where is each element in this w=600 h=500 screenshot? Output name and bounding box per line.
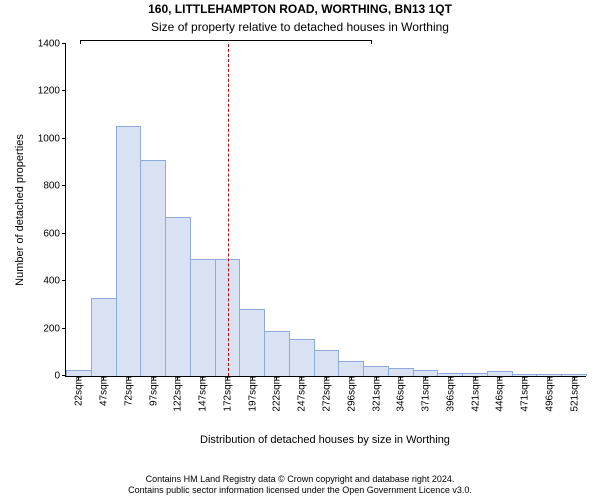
x-tick-mark <box>227 376 228 380</box>
x-tick-mark <box>549 376 550 380</box>
x-tick-label: 321sqm <box>369 376 382 412</box>
x-tick-label: 122sqm <box>171 376 184 412</box>
histogram-bar <box>165 217 191 376</box>
histogram-bar <box>314 350 340 376</box>
property-size-marker <box>228 44 229 376</box>
x-tick-mark <box>78 376 79 380</box>
y-tick-label: 200 <box>43 323 66 334</box>
x-tick-mark <box>252 376 253 380</box>
x-tick-label: 222sqm <box>270 376 283 412</box>
x-tick-label: 22sqm <box>72 376 85 406</box>
x-tick-label: 172sqm <box>220 376 233 412</box>
histogram-bar <box>338 361 364 376</box>
x-tick-mark <box>276 376 277 380</box>
x-tick-mark <box>450 376 451 380</box>
x-tick-mark <box>425 376 426 380</box>
histogram-bar <box>363 366 389 376</box>
chart-footer: Contains HM Land Registry data © Crown c… <box>0 474 600 496</box>
x-tick-label: 446sqm <box>493 376 506 412</box>
histogram-bar <box>239 309 265 376</box>
histogram-bar <box>140 160 166 376</box>
y-axis-label: Number of detached properties <box>14 44 26 376</box>
x-tick-label: 521sqm <box>567 376 580 412</box>
x-tick-mark <box>128 376 129 380</box>
x-tick-mark <box>475 376 476 380</box>
x-tick-mark <box>351 376 352 380</box>
y-tick-mark <box>62 43 66 44</box>
x-tick-label: 396sqm <box>443 376 456 412</box>
y-tick-mark <box>62 138 66 139</box>
x-tick-mark <box>524 376 525 380</box>
x-tick-label: 97sqm <box>146 376 159 406</box>
x-tick-mark <box>400 376 401 380</box>
x-tick-label: 197sqm <box>245 376 258 412</box>
y-tick-mark <box>62 90 66 91</box>
histogram-bar <box>264 331 290 376</box>
x-tick-label: 421sqm <box>468 376 481 412</box>
x-tick-mark <box>202 376 203 380</box>
x-tick-label: 471sqm <box>518 376 531 412</box>
chart-container: { "title_line1": "160, LITTLEHAMPTON ROA… <box>0 0 600 500</box>
y-tick-label: 400 <box>43 276 66 287</box>
x-tick-mark <box>153 376 154 380</box>
x-tick-label: 371sqm <box>419 376 432 412</box>
x-tick-mark <box>376 376 377 380</box>
histogram-bar <box>289 339 315 376</box>
y-tick-mark <box>62 280 66 281</box>
x-tick-mark <box>177 376 178 380</box>
y-tick-label: 1200 <box>38 86 66 97</box>
y-tick-mark <box>62 185 66 186</box>
footer-line-1: Contains HM Land Registry data © Crown c… <box>0 474 600 485</box>
x-tick-mark <box>326 376 327 380</box>
y-tick-label: 0 <box>54 371 66 382</box>
y-tick-label: 1400 <box>38 39 66 50</box>
x-tick-mark <box>103 376 104 380</box>
x-tick-label: 496sqm <box>542 376 555 412</box>
histogram-bar <box>215 259 241 376</box>
plot-area: 020040060080010001200140022sqm47sqm72sqm… <box>65 44 586 377</box>
x-tick-mark <box>301 376 302 380</box>
x-tick-label: 346sqm <box>394 376 407 412</box>
x-tick-label: 296sqm <box>344 376 357 412</box>
x-tick-label: 47sqm <box>97 376 110 406</box>
x-axis-label: Distribution of detached houses by size … <box>65 434 585 446</box>
histogram-bar <box>116 126 142 376</box>
y-tick-label: 1000 <box>38 133 66 144</box>
y-tick-mark <box>62 233 66 234</box>
histogram-bar <box>190 259 216 376</box>
x-tick-label: 72sqm <box>121 376 134 406</box>
histogram-bar <box>91 298 117 376</box>
y-tick-label: 800 <box>43 181 66 192</box>
x-tick-mark <box>499 376 500 380</box>
chart-subtitle: Size of property relative to detached ho… <box>0 20 600 34</box>
footer-line-2: Contains public sector information licen… <box>0 485 600 496</box>
histogram-bar <box>388 368 414 376</box>
x-tick-mark <box>574 376 575 380</box>
y-tick-label: 600 <box>43 228 66 239</box>
x-tick-label: 147sqm <box>196 376 209 412</box>
chart-title-address: 160, LITTLEHAMPTON ROAD, WORTHING, BN13 … <box>0 2 600 16</box>
x-tick-label: 247sqm <box>295 376 308 412</box>
x-tick-label: 272sqm <box>320 376 333 412</box>
y-tick-mark <box>62 328 66 329</box>
